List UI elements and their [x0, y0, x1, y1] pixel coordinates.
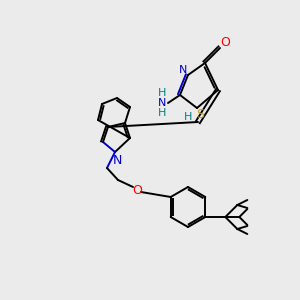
Text: H: H [184, 112, 192, 122]
Text: O: O [220, 37, 230, 50]
Text: N: N [112, 154, 122, 166]
Text: H: H [158, 108, 166, 118]
Text: S: S [196, 109, 204, 122]
Text: H: H [158, 88, 166, 98]
Text: N: N [158, 98, 166, 108]
Text: O: O [132, 184, 142, 197]
Text: N: N [179, 65, 187, 75]
